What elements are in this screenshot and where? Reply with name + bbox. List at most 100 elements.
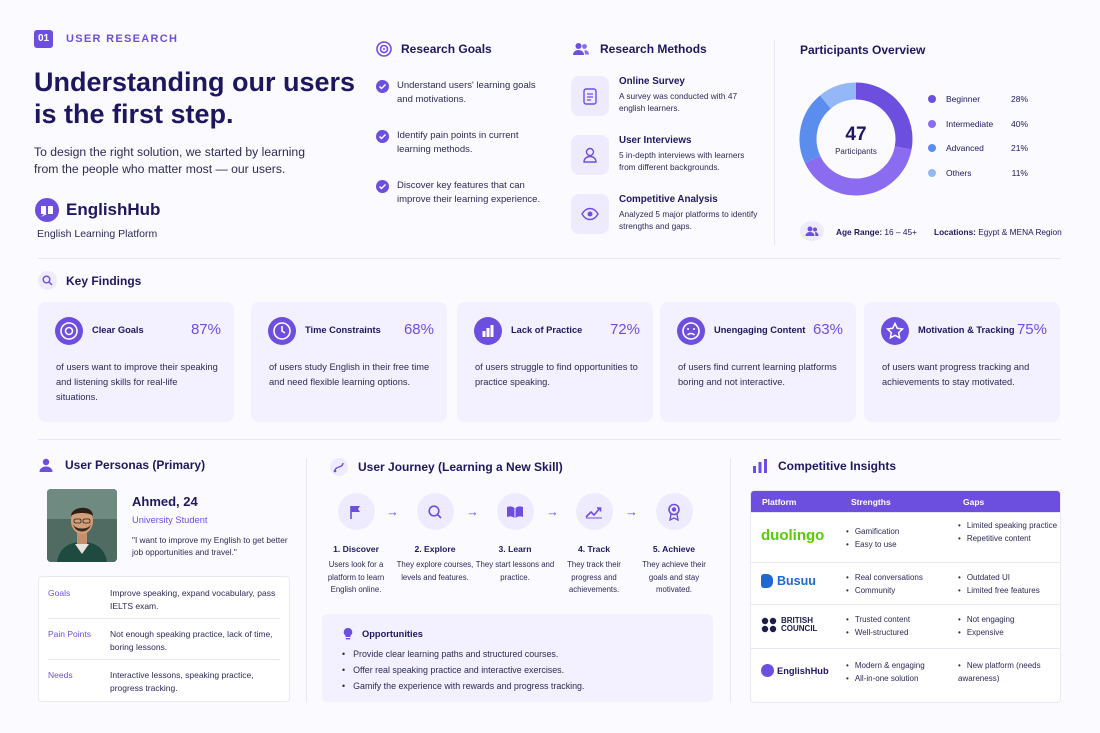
legend-item: Others 11% [928,168,1028,178]
method-item: Online Survey A survey was conducted with… [571,76,761,116]
locations: Locations: Egypt & MENA Region [934,227,1062,237]
divider [48,659,280,660]
british-council-logo: BRITISH COUNCIL [761,617,821,633]
journey-step: 1. Discover Users look for a platform to… [316,493,396,597]
journey-title: User Journey (Learning a New Skill) [358,460,563,474]
participants-donut-chart [799,82,913,196]
bar-chart-icon [753,459,767,473]
strength-item: Real conversations [846,571,923,584]
bar-chart-icon [474,317,502,345]
persona-row-label: Needs [48,670,73,680]
legend-swatch [928,144,936,152]
persona-row-text: Improve speaking, expand vocabulary, pas… [110,588,276,611]
arrow-right-icon: → [625,504,638,519]
award-icon [655,493,693,530]
finding-title: Lack of Practice [511,325,583,335]
donut-slice-advanced [799,95,832,164]
trend-icon [575,493,613,530]
gaps-list: Outdated UILimited free features [958,571,1058,597]
opportunities-panel: Opportunities Provide clear learning pat… [322,614,713,702]
sad-face-icon [677,317,705,345]
clock-icon [268,317,296,345]
legend-label: Advanced [946,143,984,153]
british-council-dots-icon [761,617,777,633]
persona-role: University Student [132,515,208,525]
legend-item: Advanced 21% [928,143,1028,153]
users-icon [573,43,589,55]
personas-title: User Personas (Primary) [65,458,206,472]
journey-header: User Journey (Learning a New Skill) [330,458,563,476]
legend-swatch [928,119,936,128]
column-header: Platform [762,497,797,507]
finding-percent: 72% [609,321,640,338]
gap-item: Limited free features [958,584,1058,597]
finding-card: Unengaging Content 63% of users find cur… [660,302,856,422]
gaps-list: New platform (needs awareness) [958,659,1048,685]
strength-item: Easy to use [846,538,899,551]
age-value: 16 – 45+ [884,227,917,237]
legend-value: 40% [1010,118,1028,129]
finding-title: Time Constraints [305,325,381,335]
step-title: 1. Discover [333,544,379,554]
finding-percent: 75% [1016,321,1047,338]
finding-percent: 68% [403,321,434,338]
divider [306,458,307,703]
table-row: Busuu Real conversationsCommunity Outdat… [751,562,1060,604]
strength-item: All-in-one solution [846,672,925,685]
finding-card: Motivation & Tracking 75% of users want … [864,302,1060,422]
opportunity-item: Offer real speaking practice and interac… [342,663,584,679]
busuu-icon [761,574,773,588]
divider [38,258,1061,259]
participants-legend: Beginner 28% Intermediate 40% Advanced 21% Oth… [928,94,1028,192]
finding-desc: of users find current learning platforms… [678,362,837,387]
legend-value: 21% [1010,143,1028,153]
research-goals-title: Research Goals [401,42,492,56]
age-range: Age Range: 16 – 45+ [836,227,917,237]
key-findings-title: Key Findings [66,273,142,288]
donut-slice-intermediate [804,146,912,196]
column-header: Strengths [851,497,891,507]
hero-description: To design the right solution, we started… [34,145,305,176]
legend-value: 11% [1011,167,1028,178]
method-desc: 5 in-depth interviews with learners from… [619,150,745,172]
legend-value: 28% [1010,94,1028,104]
step-desc: They start lessons and practice. [475,560,555,582]
legend-label: Intermediate [946,118,994,129]
british-council-name: BRITISH COUNCIL [781,616,818,633]
persona-row-label: Pain Points [48,629,91,639]
englishhub-logo: EnglishHub [761,664,829,677]
step-title: 4. Track [577,544,610,554]
book-icon [496,493,534,530]
gap-item: Expensive [958,626,1058,639]
strength-item: Gamification [846,525,899,538]
finding-percent: 87% [190,321,221,338]
finding-desc: of users want to improve their speaking … [56,362,218,402]
eye-icon [571,194,609,234]
donut-slice-others [819,82,857,109]
finding-percent: 63% [812,321,843,338]
finding-card: Time Constraints 68% of users study Engl… [251,302,447,422]
strength-item: Community [846,584,923,597]
finding-desc: of users study English in their free tim… [269,362,430,387]
target-icon [376,41,392,57]
gap-item: Repetitive content [958,532,1058,545]
strength-item: Well-structured [846,626,910,639]
person-icon [39,458,53,472]
strengths-list: Modern & engagingAll-in-one solution [846,659,925,685]
englishhub-name: EnglishHub [777,665,829,676]
brand-subtitle: English Learning Platform [37,228,158,240]
busuu-logo: Busuu [761,574,816,588]
step-desc: They achieve their goals and stay motiva… [642,560,706,594]
column-header: Gaps [963,497,985,507]
table-row: EnglishHub Modern & engagingAll-in-one s… [751,648,1060,702]
gaps-list: Not engagingExpensive [958,613,1058,639]
lightbulb-icon [343,627,353,640]
finding-card: Clear Goals 87% of users want to improve… [38,302,234,422]
competitive-title: Competitive Insights [778,459,897,473]
gap-item: New platform (needs awareness) [958,659,1048,685]
participants-total: 47 [845,124,867,145]
donut-slice-beginner [855,82,913,150]
persona-avatar [47,489,117,562]
step-title: 2. Explore [414,544,456,554]
persona-name: Ahmed, 24 [132,494,198,509]
